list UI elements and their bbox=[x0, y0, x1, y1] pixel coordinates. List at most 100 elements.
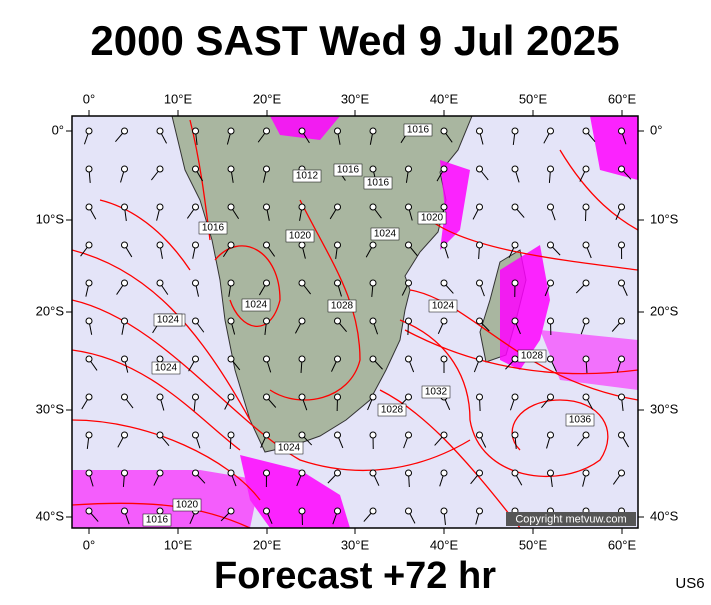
barb-station bbox=[619, 204, 625, 210]
barb-station bbox=[122, 394, 128, 400]
isobar-label: 1024 bbox=[432, 301, 455, 312]
barb-station bbox=[441, 432, 447, 438]
barb-station bbox=[406, 470, 412, 476]
isobar-label: 1024 bbox=[278, 443, 301, 454]
barb-station bbox=[157, 280, 163, 286]
barb-station bbox=[583, 432, 589, 438]
barb-station bbox=[193, 318, 199, 324]
isobar-label: 1020 bbox=[289, 231, 312, 242]
isobar-label: 1016 bbox=[146, 515, 169, 526]
barb-station bbox=[157, 432, 163, 438]
barb-station bbox=[619, 356, 625, 362]
barb-station bbox=[583, 356, 589, 362]
barb-station bbox=[370, 432, 376, 438]
barb-station bbox=[335, 508, 341, 514]
lat-label-left: 10°S bbox=[36, 211, 65, 226]
barb-station bbox=[193, 128, 199, 134]
barb-station bbox=[370, 470, 376, 476]
barb-station bbox=[512, 242, 518, 248]
barb-station bbox=[441, 356, 447, 362]
barb-station bbox=[406, 394, 412, 400]
barb-station bbox=[228, 508, 234, 514]
barb-station bbox=[157, 166, 163, 172]
barb-station bbox=[122, 470, 128, 476]
barb-station bbox=[264, 128, 270, 134]
barb-station bbox=[548, 204, 554, 210]
barb-station bbox=[86, 394, 92, 400]
barb-station bbox=[370, 318, 376, 324]
barb-station bbox=[512, 166, 518, 172]
barb-station bbox=[548, 394, 554, 400]
lon-label-bottom: 30°E bbox=[341, 537, 370, 552]
barb-station bbox=[264, 394, 270, 400]
barb-station bbox=[122, 318, 128, 324]
barb-station bbox=[441, 166, 447, 172]
barb-station bbox=[583, 318, 589, 324]
barb-station bbox=[406, 166, 412, 172]
isobar-label: 1016 bbox=[337, 165, 360, 176]
barb-station bbox=[299, 280, 305, 286]
barb-station bbox=[299, 470, 305, 476]
barb-station bbox=[619, 318, 625, 324]
isobar-label: 1020 bbox=[421, 213, 444, 224]
barb-station bbox=[477, 432, 483, 438]
barb-station bbox=[86, 204, 92, 210]
barb-station bbox=[441, 204, 447, 210]
barb-station bbox=[583, 242, 589, 248]
barb-station bbox=[548, 242, 554, 248]
barb-station bbox=[299, 204, 305, 210]
barb-station bbox=[370, 508, 376, 514]
lat-label-left: 40°S bbox=[36, 508, 65, 523]
barb-station bbox=[122, 356, 128, 362]
barb-station bbox=[264, 204, 270, 210]
barb-station bbox=[335, 242, 341, 248]
barb-station bbox=[406, 280, 412, 286]
barb-station bbox=[406, 242, 412, 248]
barb-station bbox=[264, 470, 270, 476]
barb-station bbox=[406, 318, 412, 324]
lat-label-right: 20°S bbox=[650, 303, 679, 318]
barb-station bbox=[477, 356, 483, 362]
barb-station bbox=[512, 356, 518, 362]
lon-label-top: 30°E bbox=[341, 91, 370, 106]
barb-station bbox=[157, 128, 163, 134]
barb-station bbox=[86, 356, 92, 362]
barb-station bbox=[583, 394, 589, 400]
barb-station bbox=[299, 432, 305, 438]
barb-station bbox=[441, 280, 447, 286]
barb-station bbox=[157, 394, 163, 400]
barb-station bbox=[512, 204, 518, 210]
barb-station bbox=[512, 470, 518, 476]
isobar-label: 1028 bbox=[521, 351, 544, 362]
barb-station bbox=[548, 166, 554, 172]
barb-station bbox=[264, 432, 270, 438]
barb-station bbox=[583, 204, 589, 210]
barb-station bbox=[512, 432, 518, 438]
barb-station bbox=[477, 128, 483, 134]
lon-label-bottom: 0° bbox=[83, 537, 95, 552]
barb-station bbox=[299, 318, 305, 324]
barb-station bbox=[122, 280, 128, 286]
barb-station bbox=[406, 204, 412, 210]
barb-station bbox=[583, 128, 589, 134]
barb-station bbox=[370, 394, 376, 400]
lon-label-bottom: 10°E bbox=[164, 537, 193, 552]
barb-station bbox=[122, 204, 128, 210]
lat-label-left: 0° bbox=[52, 122, 64, 137]
barb-station bbox=[86, 166, 92, 172]
barb-station bbox=[477, 318, 483, 324]
forecast-label: Forecast +72 hr bbox=[214, 555, 496, 597]
barb-station bbox=[370, 128, 376, 134]
barb-station bbox=[86, 242, 92, 248]
barb-station bbox=[193, 166, 199, 172]
barb-station bbox=[335, 432, 341, 438]
barb-station bbox=[619, 280, 625, 286]
barb-station bbox=[122, 242, 128, 248]
barb-station bbox=[441, 128, 447, 134]
lon-label-top: 50°E bbox=[519, 91, 548, 106]
barb-station bbox=[370, 204, 376, 210]
barb-station bbox=[299, 356, 305, 362]
lon-label-top: 60°E bbox=[608, 91, 637, 106]
barb-station bbox=[122, 432, 128, 438]
barb-station bbox=[157, 242, 163, 248]
